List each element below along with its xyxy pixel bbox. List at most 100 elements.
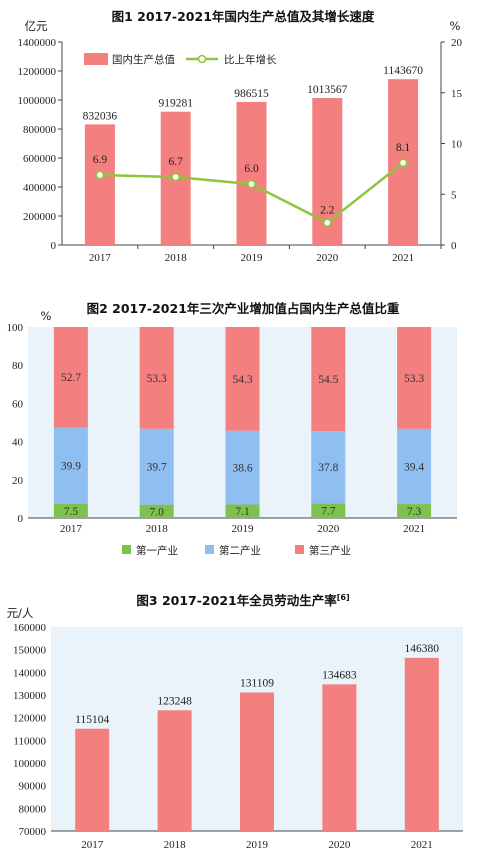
productivity-x-tick-label: 2018: [164, 839, 187, 851]
growth-point: [247, 179, 256, 189]
gdp-x-tick-label: 2018: [165, 252, 188, 264]
industry-segment-label: 53.3: [404, 373, 424, 385]
productivity-x-tick-label: 2017: [81, 839, 104, 851]
gdp-right-tick-label: 5: [451, 189, 457, 201]
gdp-bar: [236, 101, 267, 245]
gdp-legend-bar-swatch: [84, 53, 108, 65]
industry-legend-label: 第一产业: [136, 544, 178, 557]
industry-y-tick-label: 100: [7, 322, 24, 334]
growth-point: [95, 170, 105, 180]
productivity-x-tick-label: 2020: [328, 839, 351, 851]
productivity-axis-unit: 元/人: [7, 606, 34, 620]
industry-segment-label: 54.5: [318, 374, 338, 386]
productivity-x-tick-label: 2021: [411, 839, 433, 851]
industry-segment-label: 53.3: [147, 373, 167, 385]
gdp-bar: [84, 124, 115, 245]
industry-bar-segment: [225, 430, 260, 505]
industry-x-tick-label: 2017: [60, 523, 83, 535]
industry-bar-segment: [139, 504, 174, 518]
growth-point: [398, 158, 408, 168]
gdp-x-tick-label: 2020: [316, 252, 339, 264]
industry-bar-segment: [53, 503, 88, 518]
industry-segment-label: 38.6: [232, 463, 252, 475]
gdp-x-tick-label: 2021: [392, 252, 414, 264]
productivity-bar: [404, 657, 439, 831]
gdp-left-tick-label: 1200000: [18, 66, 57, 78]
gdp-chart-legend: 国内生产总值 比上年增长: [84, 53, 277, 66]
productivity-title-footnote: [6]: [337, 593, 350, 602]
industry-x-tick-label: 2019: [232, 523, 255, 535]
industry-bar-segment: [311, 503, 346, 518]
industry-x-tick-label: 2020: [317, 523, 340, 535]
industry-bar-segment: [397, 428, 432, 505]
industry-axis-unit: %: [41, 309, 52, 323]
gdp-chart-title: 图1 2017-2021年国内生产总值及其增长速度: [112, 9, 375, 24]
gdp-legend-line-label: 比上年增长: [224, 53, 277, 66]
gdp-bar-value-label: 919281: [158, 98, 193, 110]
gdp-left-axis-unit: 亿元: [25, 19, 48, 33]
gdp-bar-value-label: 1013567: [307, 84, 348, 96]
productivity-bar: [157, 710, 192, 831]
industry-segment-label: 7.3: [407, 506, 422, 518]
industry-legend-swatch: [122, 545, 131, 554]
industry-bar-segment: [53, 427, 88, 504]
industry-bar-segment: [225, 327, 260, 431]
industry-y-tick-label: 80: [12, 360, 24, 372]
gdp-left-tick-label: 800000: [23, 124, 57, 136]
productivity-y-tick-label: 140000: [13, 667, 47, 679]
industry-share-chart: 图2 2017-2021年三次产业增加值占国内生产总值比重 % 第一产业 第二产业…: [7, 301, 457, 557]
industry-bar-segment: [139, 327, 174, 429]
industry-bar-segment: [225, 504, 260, 518]
productivity-x-tick-label: 2019: [246, 839, 269, 851]
productivity-bar-value-label: 131109: [240, 677, 274, 689]
productivity-chart-title: 图3 2017-2021年全员劳动生产率[6]: [136, 593, 349, 608]
industry-y-tick-label: 0: [18, 513, 24, 525]
industry-bar-segment: [397, 327, 432, 429]
industry-segment-label: 39.7: [147, 462, 167, 474]
industry-segment-label: 39.9: [61, 461, 81, 473]
gdp-right-tick-label: 10: [451, 139, 463, 151]
industry-legend-label: 第二产业: [219, 544, 261, 557]
industry-bar-segment: [397, 504, 432, 518]
gdp-left-tick-label: 1400000: [18, 37, 57, 49]
gdp-right-tick-label: 15: [451, 88, 463, 100]
productivity-bar-value-label: 123248: [157, 695, 192, 707]
industry-x-tick-label: 2021: [403, 523, 425, 535]
productivity-y-tick-label: 100000: [13, 758, 47, 770]
gdp-right-tick-label: 20: [451, 37, 463, 49]
growth-value-label: 8.1: [396, 142, 411, 154]
productivity-y-tick-label: 160000: [13, 622, 47, 634]
gdp-x-tick-label: 2017: [89, 252, 112, 264]
industry-segment-label: 52.7: [61, 372, 81, 384]
industry-bar-segment: [139, 428, 174, 505]
productivity-y-tick-label: 150000: [13, 645, 47, 657]
gdp-left-tick-label: 400000: [23, 182, 57, 194]
industry-segment-label: 54.3: [232, 374, 252, 386]
gdp-bar-value-label: 832036: [83, 110, 118, 122]
gdp-left-tick-label: 600000: [23, 153, 57, 165]
gdp-left-tick-label: 1000000: [18, 95, 57, 107]
growth-point: [322, 218, 332, 228]
growth-value-label: 6.7: [169, 156, 184, 168]
industry-legend-swatch: [295, 545, 304, 554]
growth-value-label: 2.2: [320, 205, 335, 217]
gdp-x-tick-label: 2019: [241, 252, 264, 264]
industry-legend-label: 第三产业: [309, 544, 351, 557]
industry-bar-segment: [311, 431, 346, 504]
gdp-bar-value-label: 1143670: [383, 65, 423, 77]
productivity-bar: [322, 684, 357, 831]
gdp-left-tick-label: 0: [51, 240, 57, 252]
industry-chart-title: 图2 2017-2021年三次产业增加值占国内生产总值比重: [87, 301, 400, 316]
productivity-bar: [240, 692, 274, 831]
industry-y-tick-label: 60: [12, 398, 24, 410]
industry-segment-label: 7.1: [235, 506, 250, 518]
productivity-y-tick-label: 90000: [19, 781, 47, 793]
gdp-legend-bar-label: 国内生产总值: [112, 53, 175, 66]
gdp-legend-line-marker: [197, 54, 207, 64]
industry-segment-label: 39.4: [404, 461, 424, 473]
productivity-chart: 图3 2017-2021年全员劳动生产率[6] 元/人 70000 80000 90…: [7, 593, 463, 851]
growth-value-label: 6.9: [93, 154, 108, 166]
industry-segment-label: 7.5: [64, 506, 79, 518]
industry-segment-label: 37.8: [318, 462, 338, 474]
